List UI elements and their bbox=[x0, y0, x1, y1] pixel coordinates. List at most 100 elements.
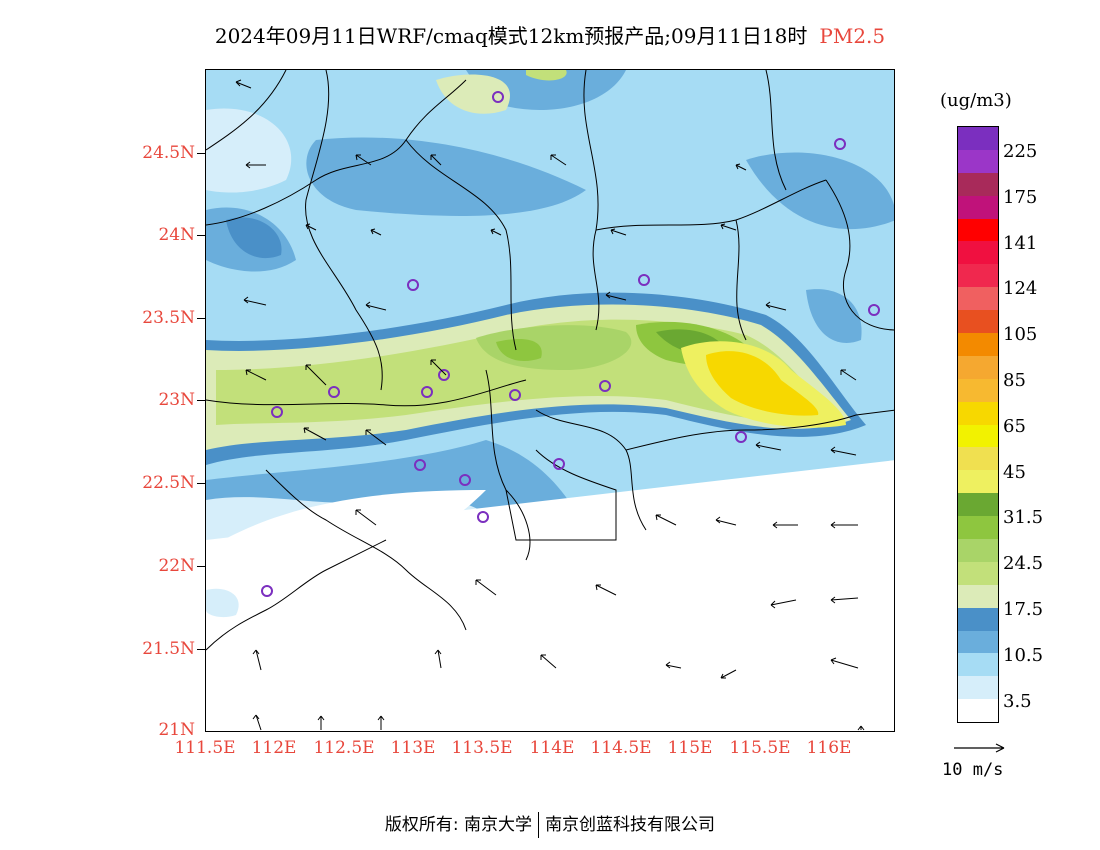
lat-label: 24N bbox=[158, 225, 195, 245]
colorbar-label: 105 bbox=[1003, 324, 1038, 346]
colorbar-swatch bbox=[958, 195, 998, 219]
mid-blue-ne bbox=[806, 289, 862, 343]
colorbar-label: 141 bbox=[1003, 232, 1038, 254]
colorbar-swatch bbox=[958, 516, 998, 540]
colorbar-swatch bbox=[958, 287, 998, 311]
site-marker bbox=[328, 386, 340, 398]
site-marker bbox=[553, 458, 565, 470]
lat-label: 23N bbox=[158, 390, 195, 410]
colorbar-label: 85 bbox=[1003, 369, 1026, 391]
colorbar-swatch bbox=[958, 127, 998, 150]
title-main: 2024年09月11日WRF/cmaq模式12km预报产品;09月11日18时 bbox=[214, 24, 808, 48]
colorbar-swatch bbox=[958, 539, 998, 562]
colorbar-swatch bbox=[958, 401, 998, 425]
colorbar-swatch bbox=[958, 561, 998, 585]
site-marker bbox=[868, 304, 880, 316]
colorbar-swatch bbox=[958, 218, 998, 242]
sea-white-west bbox=[206, 490, 486, 585]
colorbar-swatch bbox=[958, 424, 998, 448]
wind-reference-arrow bbox=[954, 743, 1005, 753]
forecast-map[interactable] bbox=[205, 69, 895, 732]
lat-tick bbox=[197, 483, 205, 484]
dark-blue-west bbox=[226, 217, 282, 259]
sea-light-spot bbox=[206, 588, 239, 618]
lon-label: 115E bbox=[667, 738, 713, 758]
colorbar-swatch bbox=[958, 470, 998, 494]
colorbar-label: 225 bbox=[1003, 140, 1038, 162]
lat-label: 21N bbox=[158, 720, 195, 740]
lat-tick bbox=[197, 153, 205, 154]
colorbar-swatch bbox=[958, 378, 998, 402]
colorbar-swatch bbox=[958, 172, 998, 196]
colorbar-label: 175 bbox=[1003, 186, 1038, 208]
site-marker bbox=[599, 380, 611, 392]
colorbar-swatch bbox=[958, 607, 998, 631]
colorbar-label: 10.5 bbox=[1003, 644, 1044, 666]
site-marker bbox=[638, 274, 650, 286]
colorbar-unit: (ug/m3) bbox=[940, 90, 1012, 111]
colorbar-swatch bbox=[958, 630, 998, 654]
site-marker bbox=[477, 511, 489, 523]
colorbar-label: 45 bbox=[1003, 461, 1026, 483]
lat-label: 23.5N bbox=[142, 308, 195, 328]
lat-tick bbox=[197, 649, 205, 650]
title-pollutant: PM2.5 bbox=[819, 24, 886, 48]
concentration-field bbox=[206, 70, 894, 731]
footer-right: 南京创蓝科技有限公司 bbox=[545, 815, 716, 835]
wind-vectors bbox=[235, 79, 865, 731]
colorbar-label: 65 bbox=[1003, 415, 1026, 437]
site-marker bbox=[421, 386, 433, 398]
colorbar-swatch bbox=[958, 310, 998, 334]
boundaries bbox=[206, 70, 894, 651]
copyright-footer: 版权所有: 南京大学 南京创蓝科技有限公司 bbox=[0, 810, 1100, 838]
lon-label: 114.5E bbox=[590, 738, 652, 758]
colorbar-swatch bbox=[958, 241, 998, 265]
lon-label: 112.5E bbox=[313, 738, 375, 758]
colorbar-swatch bbox=[958, 333, 998, 356]
footer-left: 版权所有: 南京大学 bbox=[384, 815, 533, 835]
green-patch-north2 bbox=[526, 70, 567, 81]
belt-green-core bbox=[496, 338, 542, 362]
colorbar bbox=[957, 126, 999, 724]
colorbar-swatch bbox=[958, 584, 998, 608]
site-marker bbox=[438, 369, 450, 381]
footer-separator bbox=[538, 812, 540, 838]
colorbar-swatch bbox=[958, 676, 998, 700]
colorbar-swatch bbox=[958, 493, 998, 517]
colorbar-swatch bbox=[958, 355, 998, 379]
lat-tick bbox=[197, 235, 205, 236]
site-marker bbox=[271, 406, 283, 418]
site-marker bbox=[509, 389, 521, 401]
site-marker bbox=[261, 585, 273, 597]
site-marker bbox=[407, 279, 419, 291]
site-marker bbox=[492, 91, 504, 103]
lat-tick bbox=[197, 400, 205, 401]
hotspot-yellow-inner bbox=[706, 351, 819, 416]
lat-label: 24.5N bbox=[142, 143, 195, 163]
lon-label: 114E bbox=[529, 738, 575, 758]
site-marker bbox=[414, 459, 426, 471]
lon-label: 115.5E bbox=[729, 738, 791, 758]
colorbar-label: 17.5 bbox=[1003, 598, 1044, 620]
light-patch bbox=[206, 108, 292, 193]
lon-label: 113.5E bbox=[451, 738, 513, 758]
mid-blue-band bbox=[306, 137, 586, 216]
monitoring-sites bbox=[261, 91, 880, 597]
site-marker bbox=[735, 431, 747, 443]
colorbar-swatch bbox=[958, 447, 998, 471]
colorbar-label: 24.5 bbox=[1003, 553, 1044, 575]
colorbar-swatch bbox=[958, 149, 998, 173]
colorbar-label: 124 bbox=[1003, 278, 1038, 300]
colorbar-swatch bbox=[958, 653, 998, 677]
lat-label: 22N bbox=[158, 556, 195, 576]
colorbar-swatch bbox=[958, 699, 998, 723]
map-title: 2024年09月11日WRF/cmaq模式12km预报产品;09月11日18时 P… bbox=[0, 20, 1100, 49]
lat-tick bbox=[197, 566, 205, 567]
lon-label: 111.5E bbox=[174, 738, 236, 758]
lat-label: 21.5N bbox=[142, 639, 195, 659]
lat-label: 22.5N bbox=[142, 473, 195, 493]
lon-label: 112E bbox=[251, 738, 297, 758]
site-marker bbox=[459, 474, 471, 486]
colorbar-label: 31.5 bbox=[1003, 507, 1044, 529]
lat-tick bbox=[197, 318, 205, 319]
